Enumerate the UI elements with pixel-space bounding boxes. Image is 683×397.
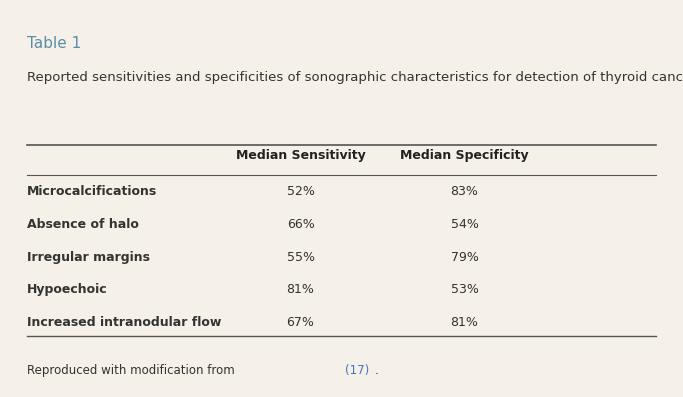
Text: 66%: 66% (287, 218, 314, 231)
Text: 67%: 67% (287, 316, 314, 330)
Text: Microcalcifications: Microcalcifications (27, 185, 158, 198)
Text: 52%: 52% (287, 185, 314, 198)
Text: 79%: 79% (451, 251, 478, 264)
Text: 55%: 55% (287, 251, 314, 264)
Text: (17): (17) (345, 364, 370, 377)
Text: 81%: 81% (287, 283, 314, 297)
Text: Table 1: Table 1 (27, 36, 81, 51)
Text: Reported sensitivities and specificities of sonographic characteristics for dete: Reported sensitivities and specificities… (27, 71, 683, 85)
Text: 54%: 54% (451, 218, 478, 231)
Text: Median Sensitivity: Median Sensitivity (236, 149, 365, 162)
Text: Median Specificity: Median Specificity (400, 149, 529, 162)
Text: Reproduced with modification from: Reproduced with modification from (27, 364, 239, 377)
Text: Irregular margins: Irregular margins (27, 251, 150, 264)
Text: Absence of halo: Absence of halo (27, 218, 139, 231)
Text: Hypoechoic: Hypoechoic (27, 283, 108, 297)
Text: .: . (374, 364, 378, 377)
Text: 53%: 53% (451, 283, 478, 297)
Text: 83%: 83% (451, 185, 478, 198)
Text: Increased intranodular flow: Increased intranodular flow (27, 316, 222, 330)
Text: 81%: 81% (451, 316, 478, 330)
